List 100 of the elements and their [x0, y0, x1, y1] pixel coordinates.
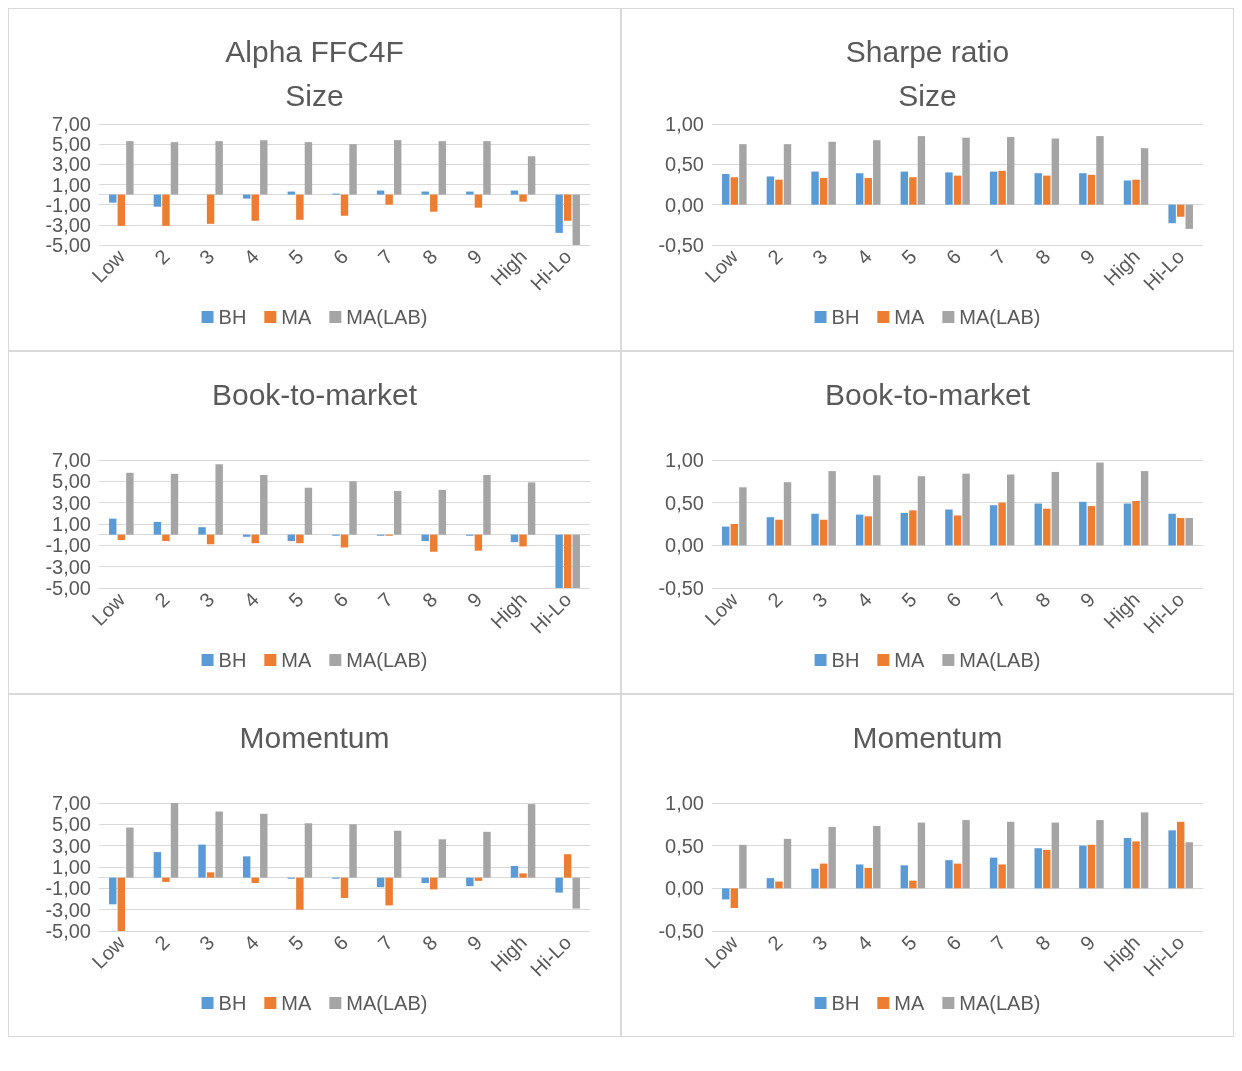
bar: [393, 140, 402, 195]
bar: [730, 177, 739, 205]
bar: [1123, 503, 1132, 546]
bar: [766, 517, 775, 546]
legend-label: MA: [281, 649, 312, 671]
bar: [811, 513, 819, 546]
bar: [242, 194, 251, 199]
y-tick-label: 3,00: [52, 491, 91, 514]
bar: [126, 827, 134, 878]
bar: [260, 140, 268, 195]
y-tick-label: 3,00: [52, 834, 91, 857]
x-tick-label: 9: [462, 931, 487, 955]
bar: [527, 482, 536, 535]
bar: [953, 863, 962, 889]
bar: [1043, 175, 1051, 205]
bar: [304, 823, 313, 878]
bar: [1132, 841, 1140, 889]
x-tick-label: 8: [418, 245, 442, 269]
y-tick-label: 3,00: [52, 153, 91, 176]
x-tick-label: 9: [1075, 245, 1100, 269]
y-tick-label: -0,50: [658, 920, 704, 942]
bar: [304, 142, 313, 195]
x-tick-label: 8: [418, 588, 442, 612]
bar: [1176, 204, 1185, 217]
bar: [296, 877, 304, 910]
bar: [153, 852, 162, 878]
bar: [474, 534, 483, 551]
legend-label: BH: [218, 306, 247, 328]
bar: [1006, 136, 1015, 205]
bar: [215, 141, 223, 195]
bar: [1087, 506, 1096, 546]
bar: [510, 190, 519, 195]
bar: [483, 474, 491, 535]
x-tick-label: 5: [284, 588, 308, 612]
bar: [909, 510, 917, 546]
bar: [555, 534, 563, 588]
x-tick-label: 4: [852, 588, 877, 612]
bar: [730, 888, 739, 908]
bar: [1123, 837, 1132, 889]
bar: [873, 475, 881, 546]
x-tick-label: 7: [373, 245, 397, 269]
x-tick-label: 2: [763, 245, 787, 269]
bar: [287, 191, 296, 195]
legend-label: BH: [218, 992, 247, 1014]
bar: [855, 173, 864, 205]
bar: [438, 489, 447, 535]
y-tick-label: -1,00: [45, 877, 91, 900]
y-tick-label: 1,00: [665, 113, 704, 135]
bar: [819, 519, 828, 546]
legend-label: MA: [894, 306, 925, 328]
bar: [393, 830, 402, 878]
legend-label: BH: [831, 992, 860, 1014]
bar: [828, 826, 836, 889]
bar: [349, 144, 357, 195]
bar: [117, 194, 126, 226]
x-tick-label: High: [1099, 931, 1144, 976]
x-tick-label: 3: [194, 588, 219, 612]
bar: [1168, 204, 1176, 224]
x-tick-label: High: [486, 588, 531, 633]
x-tick-label: 5: [897, 588, 921, 612]
bar: [811, 171, 819, 205]
legend-label: MA(LAB): [959, 649, 1041, 671]
x-tick-label: 8: [418, 931, 442, 955]
bar: [864, 867, 872, 889]
bar: [206, 872, 215, 878]
bar: [563, 854, 572, 878]
bar: [1168, 513, 1176, 546]
x-tick-label: 5: [284, 931, 308, 955]
y-tick-label: 0,00: [665, 534, 704, 557]
bar: [519, 873, 527, 878]
bar: [555, 877, 563, 893]
legend-label: MA(LAB): [346, 306, 428, 328]
bar: [1096, 136, 1104, 205]
bar: [819, 178, 828, 205]
bar: [1051, 822, 1060, 889]
bar: [563, 534, 572, 588]
bar: [1140, 812, 1149, 889]
bar: [1006, 821, 1015, 889]
bar: [909, 177, 917, 205]
x-tick-label: 8: [1031, 931, 1055, 955]
y-tick-label: 7,00: [52, 449, 91, 471]
bar: [917, 822, 926, 889]
legend-label: MA: [281, 306, 312, 328]
bar: [1087, 174, 1096, 205]
y-tick-label: 7,00: [52, 113, 91, 135]
x-tick-label: 7: [373, 931, 397, 955]
bar: [1140, 471, 1149, 546]
bar: [109, 877, 117, 905]
x-tick-label: 3: [194, 931, 219, 955]
bar: [962, 820, 970, 889]
bar: [1087, 844, 1096, 889]
bar: [783, 838, 792, 889]
bar: [438, 839, 447, 878]
bar: [1079, 501, 1087, 546]
bar: [989, 505, 998, 546]
bar: [527, 156, 536, 195]
y-tick-label: -5,00: [45, 234, 91, 256]
bar: [917, 136, 926, 205]
y-tick-label: -5,00: [45, 577, 91, 599]
bar: [1132, 500, 1140, 546]
